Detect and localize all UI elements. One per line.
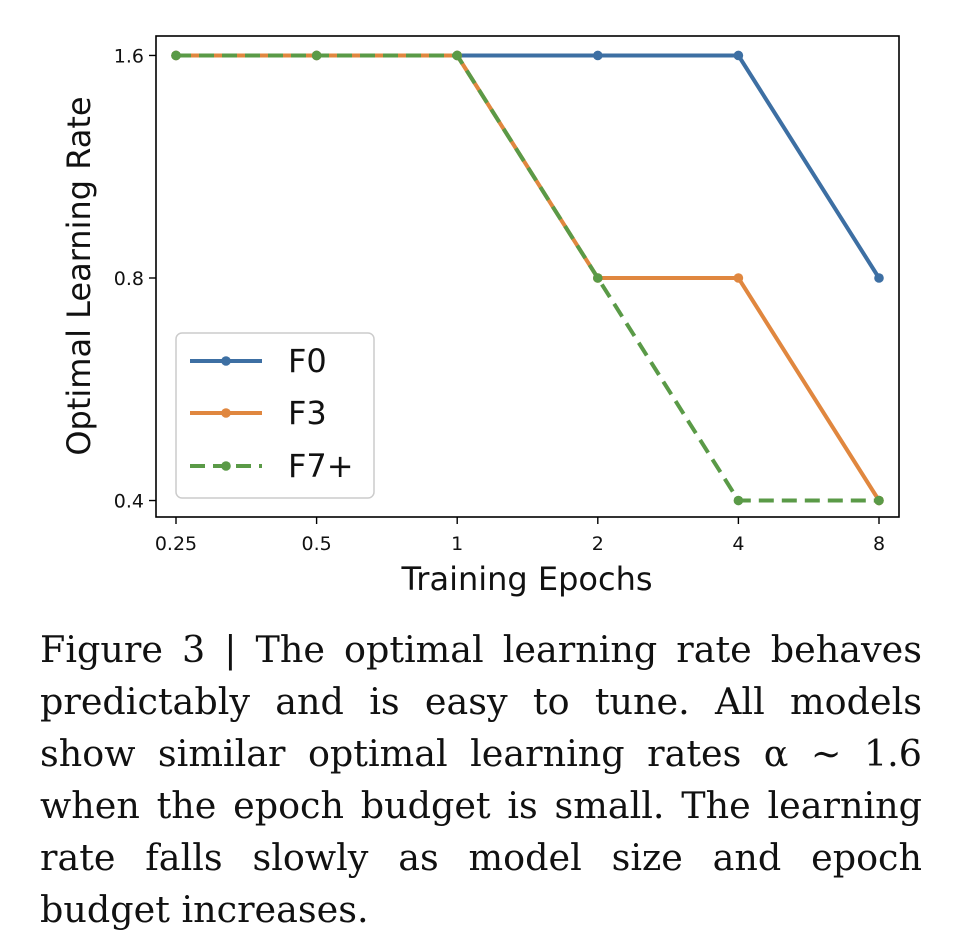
x-tick-label: 4 xyxy=(732,533,744,555)
data-point-f7 xyxy=(874,495,884,506)
x-tick-label: 8 xyxy=(873,533,885,555)
data-point-f0 xyxy=(733,50,744,61)
data-point-f7 xyxy=(452,50,463,61)
legend-box xyxy=(175,332,375,499)
y-tick-label: 0.8 xyxy=(114,268,144,290)
y-axis-title: Optimal Learning Rate xyxy=(60,96,98,455)
line-chart: 0.25 0.5 1 2 4 8 0.4 0.8 1.6 Training Epochs Opt… xyxy=(60,35,900,598)
x-tick-label: 0.25 xyxy=(155,533,197,555)
plot-frame xyxy=(155,35,900,518)
caption-label: Figure 3 | The optimal learning rate beh… xyxy=(40,628,922,723)
legend-items: F0 F3 F7+ xyxy=(190,342,354,485)
data-point-f7 xyxy=(593,273,603,283)
data-point-f7 xyxy=(311,50,322,61)
legend: F0 F3 F7+ xyxy=(175,332,375,499)
legend-label-f0: F0 xyxy=(288,342,327,380)
y-tick-label: 0.4 xyxy=(114,491,144,513)
axis-ticks: 0.25 0.5 1 2 4 8 0.4 0.8 1.6 xyxy=(114,45,885,555)
x-tick-label: 0.5 xyxy=(301,533,331,555)
data-point-f7 xyxy=(733,495,744,506)
legend-marker-f0 xyxy=(221,356,231,366)
legend-marker-f7 xyxy=(221,461,231,471)
legend-marker-f3 xyxy=(221,408,231,418)
data-point-f0 xyxy=(593,50,603,61)
data-point-f7 xyxy=(171,50,181,61)
series-line-f7 xyxy=(176,53,879,503)
legend-label-f3: F3 xyxy=(288,394,327,432)
data-point-f0 xyxy=(874,273,884,283)
x-tick-label: 2 xyxy=(592,533,604,555)
legend-label-f7: F7+ xyxy=(288,447,354,485)
x-tick-label: 1 xyxy=(451,533,463,555)
y-tick-label: 1.6 xyxy=(114,45,144,67)
x-axis-title: Training Epochs xyxy=(400,560,652,598)
figure-caption: Figure 3 | The optimal learning rate beh… xyxy=(40,624,922,936)
series-layer xyxy=(171,50,884,506)
figure: 0.25 0.5 1 2 4 8 0.4 0.8 1.6 Training Epochs Opt… xyxy=(60,35,900,598)
caption-text: All models show similar optimal learning… xyxy=(40,680,922,931)
data-point-f3 xyxy=(733,273,744,283)
